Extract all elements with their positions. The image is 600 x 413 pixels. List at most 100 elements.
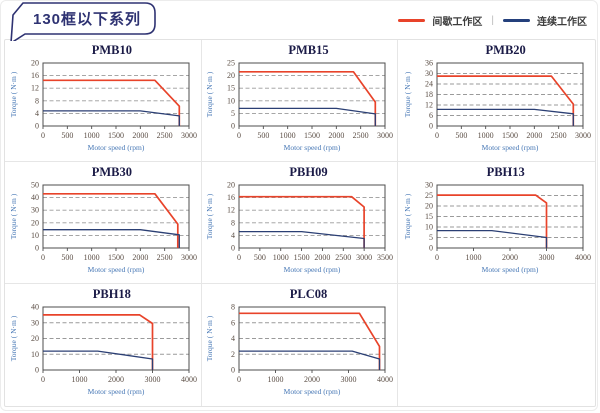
svg-text:30: 30 (31, 318, 39, 327)
svg-text:2000: 2000 (526, 131, 542, 140)
svg-text:10: 10 (425, 223, 433, 232)
torque-speed-plot: 0 4 8 12 16 20 0 500 1000 1500 2000 2500 3000 Motor s… (9, 59, 197, 153)
svg-text:Motor speed (rpm): Motor speed (rpm) (284, 265, 341, 274)
empty-cell (398, 284, 595, 406)
legend-label-intermittent: 间歇工作区 (432, 16, 483, 28)
svg-text:2000: 2000 (502, 253, 518, 262)
svg-text:20: 20 (227, 181, 235, 190)
svg-text:0: 0 (41, 375, 45, 384)
svg-text:30: 30 (425, 181, 433, 190)
legend-label-continuous: 连续工作区 (537, 16, 587, 28)
chart-title: PBH18 (92, 287, 131, 301)
chart-title: PMB20 (485, 43, 526, 57)
svg-text:18: 18 (425, 90, 433, 99)
svg-text:3000: 3000 (357, 253, 373, 262)
intermittent-line-swatch (398, 18, 426, 22)
svg-text:3000: 3000 (181, 253, 197, 262)
svg-text:1000: 1000 (465, 253, 481, 262)
svg-text:Torque ( N·m ): Torque ( N·m ) (403, 193, 412, 239)
chart-title: PBH09 (289, 165, 328, 179)
svg-text:36: 36 (425, 59, 433, 68)
svg-text:Motor speed (rpm): Motor speed (rpm) (88, 265, 145, 274)
svg-text:12: 12 (227, 206, 235, 215)
svg-text:5: 5 (231, 109, 235, 118)
svg-text:Torque ( N·m ): Torque ( N·m ) (205, 71, 214, 117)
svg-text:50: 50 (31, 181, 39, 190)
svg-text:20: 20 (227, 71, 235, 80)
svg-text:4000: 4000 (377, 375, 393, 384)
legend: 间歇工作区 | 连续工作区 (398, 13, 587, 28)
svg-text:1000: 1000 (477, 131, 493, 140)
svg-text:1500: 1500 (108, 253, 124, 262)
svg-text:5: 5 (429, 233, 433, 242)
svg-text:10: 10 (31, 350, 39, 359)
svg-text:2500: 2500 (550, 131, 566, 140)
svg-text:2500: 2500 (156, 131, 172, 140)
svg-text:15: 15 (227, 84, 235, 93)
svg-text:2000: 2000 (132, 253, 148, 262)
svg-text:6: 6 (429, 111, 433, 120)
svg-text:4: 4 (231, 334, 235, 343)
svg-text:Motor speed (rpm): Motor speed (rpm) (481, 143, 538, 152)
svg-text:10: 10 (227, 96, 235, 105)
chart-cell-plc08: PLC08 0 2 4 6 8 0 1000 2000 3000 4000 Motor speed … (202, 284, 399, 406)
torque-speed-plot: 0 5 10 15 20 25 0 500 1000 1500 2000 2500 3000 Motor … (205, 59, 393, 153)
svg-text:0: 0 (237, 131, 241, 140)
svg-text:Motor speed (rpm): Motor speed (rpm) (481, 265, 538, 274)
svg-text:Motor speed (rpm): Motor speed (rpm) (88, 143, 145, 152)
svg-text:40: 40 (31, 303, 39, 312)
svg-text:2000: 2000 (304, 375, 320, 384)
chart-cell-pbh09: PBH09 0 4 8 12 16 20 0 500 1000 1500 2000 2500 3000 3… (201, 162, 399, 284)
svg-text:Torque ( N·m ): Torque ( N·m ) (205, 193, 214, 239)
svg-text:0: 0 (35, 366, 39, 375)
svg-text:1000: 1000 (273, 253, 289, 262)
svg-text:2000: 2000 (329, 131, 345, 140)
svg-text:12: 12 (425, 101, 433, 110)
svg-text:1000: 1000 (83, 131, 99, 140)
svg-text:12: 12 (31, 84, 39, 93)
svg-text:40: 40 (31, 193, 39, 202)
svg-text:2: 2 (231, 350, 235, 359)
svg-text:500: 500 (258, 131, 270, 140)
svg-text:Torque ( N·m ): Torque ( N·m ) (205, 315, 214, 361)
svg-text:20: 20 (31, 59, 39, 68)
svg-text:15: 15 (425, 212, 433, 221)
torque-speed-plot: 0 10 20 30 40 0 1000 2000 3000 4000 Motor speed (r… (9, 303, 197, 397)
series-title-tag: 130框以下系列 (7, 1, 159, 41)
svg-text:2000: 2000 (132, 131, 148, 140)
chart-cell-pmb30: PMB30 0 10 20 30 40 50 0 500 1000 1500 2000 2500 300… (5, 162, 202, 284)
svg-text:4: 4 (231, 231, 235, 240)
chart-title: PMB10 (91, 43, 132, 57)
chart-cell-pbh13: PBH13 0 5 10 15 20 25 30 0 1000 2000 3000 4000 Motor… (398, 162, 595, 284)
svg-text:16: 16 (31, 71, 39, 80)
svg-text:1000: 1000 (71, 375, 87, 384)
chart-cell-pmb15: PMB15 0 5 10 15 20 25 0 500 1000 1500 2000 2500 3000… (201, 40, 399, 162)
svg-text:1000: 1000 (83, 253, 99, 262)
svg-text:4: 4 (35, 109, 39, 118)
svg-text:1500: 1500 (502, 131, 518, 140)
svg-text:6: 6 (231, 318, 235, 327)
svg-text:24: 24 (425, 80, 433, 89)
legend-separator: | (491, 14, 494, 26)
svg-text:500: 500 (61, 253, 73, 262)
svg-text:20: 20 (425, 202, 433, 211)
svg-text:2000: 2000 (315, 253, 331, 262)
svg-text:Torque ( N·m ): Torque ( N·m ) (403, 71, 412, 117)
svg-text:0: 0 (231, 122, 235, 131)
svg-text:Torque ( N·m ): Torque ( N·m ) (9, 315, 18, 361)
svg-text:Motor speed (rpm): Motor speed (rpm) (88, 387, 145, 396)
torque-speed-plot: 0 2 4 6 8 0 1000 2000 3000 4000 Motor speed (rpm) T… (205, 303, 393, 397)
svg-text:0: 0 (35, 122, 39, 131)
continuous-line-swatch (503, 18, 530, 22)
torque-speed-plot: 0 4 8 12 16 20 0 500 1000 1500 2000 2500 3000 3500 Mot… (205, 181, 393, 275)
svg-text:3000: 3000 (575, 131, 591, 140)
svg-text:20: 20 (31, 334, 39, 343)
tag-outline-shape (10, 2, 156, 41)
svg-text:3000: 3000 (144, 375, 160, 384)
svg-text:2500: 2500 (353, 131, 369, 140)
page-header: 130框以下系列 间歇工作区 | 连续工作区 (1, 1, 597, 41)
svg-text:2500: 2500 (156, 253, 172, 262)
